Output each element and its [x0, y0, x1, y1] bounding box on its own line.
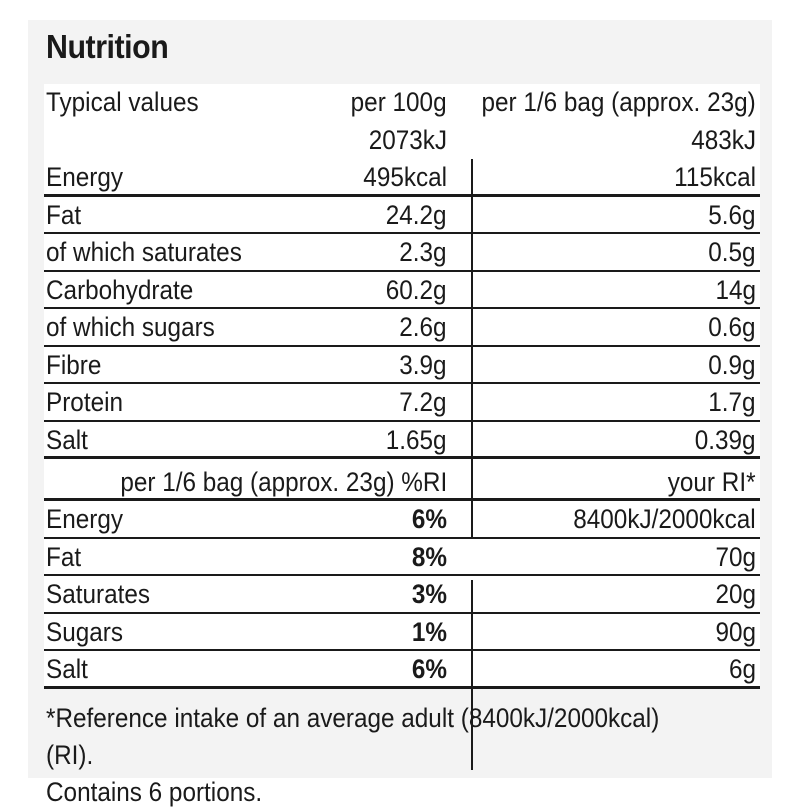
energy-kj-row: 2073kJ 483kJ	[44, 122, 760, 160]
nutrient-per-100g: 3.9g	[399, 349, 447, 380]
ri-percent: 6%	[411, 504, 447, 534]
nutrient-per-portion: 0.39g	[695, 424, 756, 455]
nutrient-per-100g: 60.2g	[386, 274, 447, 305]
ri-label: Energy	[46, 504, 124, 534]
table-row: Sugars 1% 90g	[44, 614, 760, 651]
your-ri-value: 8400kJ/2000kcal	[573, 504, 756, 534]
your-ri-header: your RI*	[668, 467, 756, 497]
your-ri-value: 6g	[728, 654, 756, 684]
ri-percent: 6%	[411, 654, 447, 684]
nutrient-label: of which saturates	[46, 237, 242, 267]
nutrient-per-portion: 0.6g	[708, 312, 756, 342]
nutrient-per-portion: 0.5g	[708, 237, 756, 267]
nutrient-per-100g: 2.6g	[399, 312, 447, 342]
nutrient-per-100g: 1.65g	[386, 424, 447, 455]
table-row: Energy 6% 8400kJ/2000kcal	[44, 501, 760, 539]
nutrition-panel: Nutrition Typical values per 100g per 1/…	[28, 20, 772, 807]
table-row: of which saturates 2.3g 0.5g	[44, 234, 760, 272]
table-row: Salt 6% 6g	[44, 651, 760, 689]
energy-kcal-per-100g: 495kcal	[363, 162, 447, 192]
per-portion-header: per 1/6 bag (approx. 23g)	[481, 87, 756, 117]
nutrient-label: of which sugars	[46, 312, 215, 342]
nutrient-label: Carbohydrate	[46, 274, 194, 305]
ri-label: Sugars	[46, 616, 124, 647]
table-row: Fibre 3.9g 0.9g	[44, 347, 760, 384]
energy-kj-per-100g: 2073kJ	[368, 124, 447, 155]
nutrient-label: Fat	[46, 199, 82, 230]
table1-header-row: Typical values per 100g per 1/6 bag (app…	[44, 84, 760, 122]
table-row: Fat 8% 70g	[44, 539, 760, 576]
nutrient-label: Protein	[46, 387, 124, 417]
ri-percent: 3%	[411, 579, 447, 609]
table2-header-row: per 1/6 bag (approx. 23g) %RI your RI*	[44, 459, 760, 501]
column-divider	[471, 580, 473, 770]
ri-label: Salt	[46, 654, 88, 684]
per-100g-header: per 100g	[351, 87, 447, 117]
nutrient-per-portion: 5.6g	[708, 199, 756, 230]
nutrient-label: Fibre	[46, 349, 102, 380]
typical-values-label: Typical values	[46, 87, 199, 117]
nutrient-per-100g: 2.3g	[399, 237, 447, 267]
table-row: Salt 1.65g 0.39g	[44, 422, 760, 459]
ri-label: Fat	[46, 541, 82, 572]
energy-kcal-row: Energy 495kcal 115kcal	[44, 159, 760, 197]
table-row: Saturates 3% 20g	[44, 576, 760, 614]
nutrient-label: Salt	[46, 424, 88, 455]
footnote-portions: Contains 6 portions.	[46, 777, 263, 807]
nutrient-per-100g: 24.2g	[386, 199, 447, 230]
table-row: Fat 24.2g 5.6g	[44, 197, 760, 234]
nutrient-per-portion: 1.7g	[708, 387, 756, 417]
ri-percent: 1%	[411, 616, 447, 647]
table-row: of which sugars 2.6g 0.6g	[44, 309, 760, 347]
table-row: Carbohydrate 60.2g 14g	[44, 272, 760, 309]
energy-kj-per-portion: 483kJ	[691, 124, 756, 155]
ri-label: Saturates	[46, 579, 151, 609]
nutrient-per-portion: 0.9g	[708, 349, 756, 380]
energy-label: Energy	[46, 162, 124, 192]
footnote: *Reference intake of an average adult (8…	[46, 700, 690, 811]
your-ri-value: 90g	[715, 616, 756, 647]
ri-percent: 8%	[411, 541, 447, 572]
column-divider	[471, 159, 473, 537]
nutrition-table: Typical values per 100g per 1/6 bag (app…	[44, 84, 760, 770]
your-ri-value: 70g	[715, 541, 756, 572]
nutrient-per-portion: 14g	[715, 274, 756, 305]
nutrient-per-100g: 7.2g	[399, 387, 447, 417]
energy-kcal-per-portion: 115kcal	[674, 162, 756, 192]
footnote-reference-intake: *Reference intake of an average adult (8…	[46, 703, 660, 770]
ri-percent-header: per 1/6 bag (approx. 23g) %RI	[120, 467, 447, 497]
nutrition-title: Nutrition	[46, 28, 169, 65]
table-row: Protein 7.2g 1.7g	[44, 384, 760, 422]
your-ri-value: 20g	[715, 579, 756, 609]
